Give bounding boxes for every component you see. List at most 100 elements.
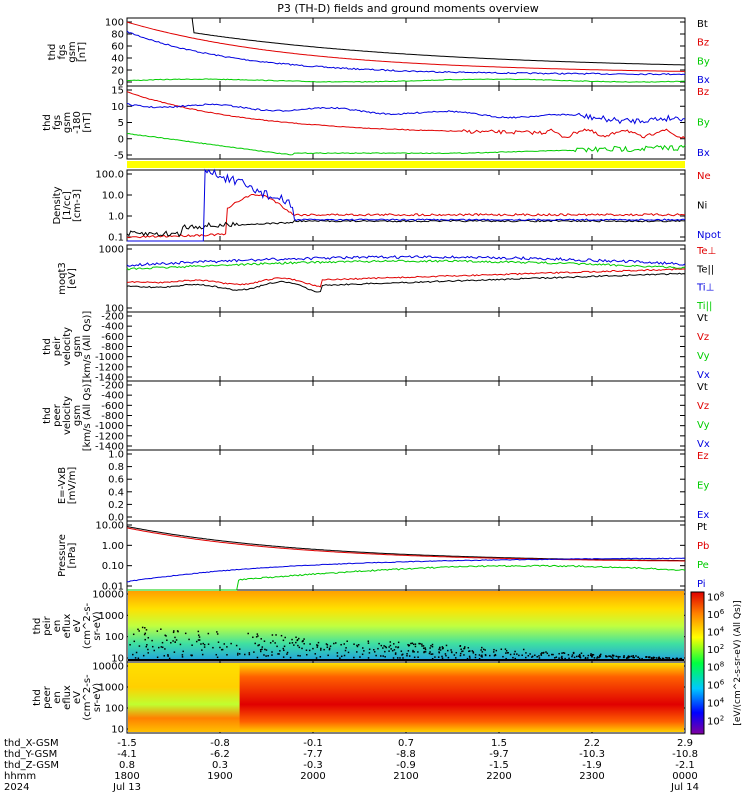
legend-entry: Vt bbox=[697, 313, 708, 324]
panel-2: 15 10 5 0 -5 thd fgs gsm -180 [nT] Bz By Bx bbox=[42, 85, 710, 162]
panel-frame bbox=[126, 17, 686, 87]
y-tick-label: -1000 bbox=[95, 421, 124, 432]
x-tick-label: -6.2 bbox=[210, 749, 230, 760]
x-tick-label: -7.7 bbox=[303, 749, 323, 760]
colorbar-tick-label: 106 bbox=[707, 608, 725, 621]
y-axis-label: [eV] bbox=[67, 268, 78, 289]
colorbar: 108 106 104 102 108 106 104 102 [eV/(cm^2-s-sr-e… bbox=[690, 590, 743, 735]
y-tick-label: 80 bbox=[111, 30, 124, 41]
x-tick-label: -1.5 bbox=[489, 760, 509, 771]
series-ne bbox=[126, 194, 685, 239]
x-tick-label: -0.3 bbox=[303, 760, 323, 771]
legend-entry: Npot bbox=[697, 230, 721, 241]
y-axis-label: velocity bbox=[62, 327, 73, 366]
series-ti-perp bbox=[126, 255, 686, 267]
y-axis-label: thd bbox=[32, 689, 43, 706]
y-tick-label: -800 bbox=[101, 411, 124, 422]
x-tick-label: 2000 bbox=[300, 771, 325, 782]
x-row-label: thd_Z-GSM bbox=[4, 760, 59, 771]
x-row-label: thd_Y-GSM bbox=[4, 749, 57, 760]
x-tick-label: 1900 bbox=[207, 771, 232, 782]
x-tick-label: 2.2 bbox=[584, 738, 600, 749]
series-bz bbox=[126, 21, 685, 72]
colorbar-tick-label: 104 bbox=[707, 625, 725, 638]
plot-title: P3 (TH-D) fields and ground moments over… bbox=[277, 2, 539, 15]
x-tick-label: -4.1 bbox=[117, 749, 137, 760]
legend-entry: Te⊥ bbox=[696, 246, 716, 257]
y-tick-label: 100 bbox=[105, 18, 124, 29]
y-tick-label: 5 bbox=[118, 118, 124, 129]
y-tick-label: 10 bbox=[111, 725, 124, 736]
y-tick-label: 10.0 bbox=[102, 191, 124, 202]
x-tick-label: -1.5 bbox=[117, 738, 137, 749]
x-tick-label: -0.8 bbox=[210, 738, 230, 749]
y-tick-label: -600 bbox=[101, 332, 124, 343]
series-pb bbox=[126, 527, 685, 562]
series-ti-par bbox=[126, 259, 686, 271]
panel-3: 100.0 10.0 1.0 0.1 Density [1/cc] [cm-3] Ne Ni Np… bbox=[52, 169, 721, 244]
y-axis-label: velocity bbox=[62, 396, 73, 435]
y-axis-label: thd bbox=[32, 618, 43, 635]
y-tick-label: -200 bbox=[101, 312, 124, 323]
y-axis-label: Pressure bbox=[57, 534, 68, 577]
legend-entry: Ti⊥ bbox=[696, 283, 714, 294]
x-tick-label: 2300 bbox=[579, 771, 604, 782]
y-axis-label: thd bbox=[42, 338, 53, 355]
y-tick-label: -200 bbox=[101, 381, 124, 392]
x-tick-label: 0.8 bbox=[119, 760, 135, 771]
y-tick-label: 0.6 bbox=[108, 475, 124, 486]
quality-flag-bar bbox=[127, 161, 685, 168]
x-tick-label: -2.1 bbox=[675, 760, 695, 771]
y-tick-label: -1200 bbox=[95, 362, 124, 373]
series-by bbox=[126, 78, 686, 83]
series-bx bbox=[126, 30, 686, 76]
colorbar-tick-label: 108 bbox=[707, 590, 724, 603]
legend-entry: Ez bbox=[697, 451, 709, 462]
y-tick-label: 0.0 bbox=[108, 513, 124, 524]
y-tick-label: 15 bbox=[111, 86, 124, 97]
legend-entry: Vx bbox=[697, 439, 710, 450]
panel-7: 1.00.8 0.60.4 0.2 0.0 E=-VxB [mV/m] Ez Ey Ex bbox=[57, 449, 709, 524]
legend-entry: Bx bbox=[697, 148, 710, 159]
legend-entry: Bx bbox=[697, 75, 710, 86]
y-axis-label: gsm bbox=[62, 112, 73, 133]
panel-6: -200-400-600-800-1000-1200-1400 thd peer ve… bbox=[42, 380, 710, 453]
legend-entry: Pe bbox=[697, 560, 709, 571]
y-tick-label: -5 bbox=[114, 151, 124, 162]
series-by2 bbox=[126, 132, 686, 156]
legend-entry: Pt bbox=[697, 522, 707, 533]
y-tick-label: 0.4 bbox=[108, 487, 124, 498]
y-tick-label: 10 bbox=[111, 654, 124, 665]
y-axis-label: fgs bbox=[52, 115, 63, 130]
y-tick-label: 1000 bbox=[99, 683, 124, 694]
x-tick-label: -0.9 bbox=[396, 760, 416, 771]
x-tick-label: 1.5 bbox=[491, 738, 507, 749]
y-axis-label: [nT] bbox=[82, 112, 93, 132]
y-tick-label: 0.1 bbox=[108, 233, 124, 244]
y-axis-label: eflux bbox=[62, 614, 73, 639]
y-tick-label: 1.0 bbox=[108, 450, 124, 461]
y-axis-label: [km/s (All Qs)] bbox=[82, 311, 93, 383]
legend-entry: Ni bbox=[697, 201, 707, 212]
colorbar-tick-label: 102 bbox=[707, 714, 724, 727]
y-tick-label: 10000 bbox=[92, 662, 124, 673]
y-tick-label: -1000 bbox=[95, 352, 124, 363]
x-tick-label: 0.3 bbox=[212, 760, 228, 771]
y-tick-label: 0.10 bbox=[102, 561, 124, 572]
legend-entry: Vy bbox=[697, 420, 710, 431]
x-axis-labels: thd_X-GSM -1.5 -0.8 -0.1 0.7 1.5 2.2 2.9 thd_Y-G… bbox=[4, 738, 699, 793]
panel-4: 1000 100 moqt3 [eV] Te⊥ Te|| Ti⊥ Ti|| bbox=[57, 244, 716, 315]
y-axis-label: Density bbox=[52, 186, 63, 224]
panel-frame bbox=[126, 380, 686, 451]
legend-entry: Bt bbox=[697, 19, 708, 30]
y-tick-label: 100 bbox=[105, 704, 124, 715]
y-axis-label: [km/s (All Qs)] bbox=[82, 380, 93, 452]
y-axis-label: sr-eV) bbox=[92, 683, 103, 712]
legend-entry: Bz bbox=[697, 38, 709, 49]
y-tick-label: 0 bbox=[118, 134, 124, 145]
y-tick-label: 20 bbox=[111, 66, 124, 77]
legend-entry: By bbox=[697, 118, 710, 129]
colorbar-tick-label: 102 bbox=[707, 643, 724, 656]
series-bt bbox=[127, 17, 685, 66]
